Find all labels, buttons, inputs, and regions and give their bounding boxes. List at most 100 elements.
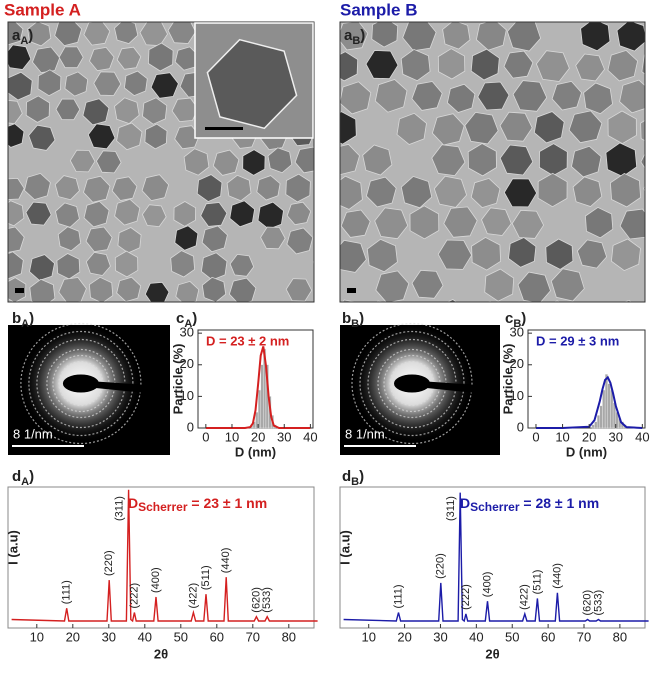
x-tick-label: 30 [433, 629, 447, 644]
peak-label: (222) [460, 584, 472, 610]
particle [409, 205, 440, 240]
x-tick-label: 30 [277, 429, 291, 444]
annotation: DScherrer = 23 ± 1 nm [128, 495, 267, 514]
particle [212, 149, 240, 176]
panel-sub: B [351, 476, 359, 488]
x-tick-label: 40 [138, 629, 152, 644]
particle [228, 277, 257, 302]
particle [167, 22, 197, 44]
particle [646, 302, 650, 330]
particles [340, 22, 650, 330]
particle [55, 202, 80, 228]
particle [201, 276, 227, 302]
peak-label: (222) [128, 583, 140, 609]
particle [95, 150, 122, 174]
particle [311, 106, 314, 115]
xrd-line [343, 492, 649, 623]
particle [285, 278, 313, 302]
y-tick-label: 30 [180, 325, 194, 340]
particle [116, 122, 143, 151]
particle [141, 204, 167, 228]
frame [339, 21, 646, 303]
particle [29, 278, 56, 302]
peak-label: (111) [61, 580, 73, 604]
particle [340, 239, 367, 273]
particle [8, 123, 25, 148]
peak-label: (440) [551, 563, 563, 589]
particle [57, 226, 82, 252]
peak-label: (400) [481, 572, 493, 598]
particle [512, 80, 548, 112]
panel-close: ) [521, 310, 526, 327]
x-tick-label: 70 [577, 629, 591, 644]
peak-label: (422) [519, 584, 531, 610]
particle [607, 110, 637, 145]
panel-label: dB) [342, 468, 364, 488]
particle [54, 175, 80, 201]
x-tick-label: 20 [66, 629, 80, 644]
particle [312, 260, 314, 266]
particle [340, 143, 360, 176]
particle [83, 175, 111, 203]
y-axis-label: I (a.u) [337, 530, 352, 565]
particle [580, 22, 611, 52]
peak-label: (111) [392, 584, 404, 608]
ring [20, 322, 142, 445]
particle [83, 22, 111, 46]
x-axis-label: 2θ [485, 646, 499, 661]
annotation: DScherrer = 28 ± 1 nm [460, 495, 599, 514]
inset-particle [206, 38, 298, 130]
particle [446, 83, 476, 113]
particle [173, 201, 197, 227]
x-tick-label: 50 [174, 629, 188, 644]
peak-label: (620) [250, 587, 262, 613]
x-tick-label: 30 [102, 629, 116, 644]
peak-label: (422) [187, 583, 199, 609]
particle [575, 53, 605, 82]
annotation-rest: = 28 ± 1 nm [520, 495, 600, 511]
panel-sub: A [21, 318, 29, 330]
particle [8, 226, 25, 253]
particle [200, 202, 228, 227]
sample-title: Sample B [340, 0, 417, 19]
particle [183, 148, 210, 176]
x-tick-label: 40 [635, 429, 649, 444]
particle [58, 46, 84, 69]
panel-label: cB) [505, 310, 526, 330]
beam-stop-arm [412, 380, 500, 396]
hist-bar [591, 424, 595, 429]
particle [340, 111, 357, 145]
plot-frame [527, 329, 646, 429]
particle [340, 209, 371, 238]
peak-label: (620) [581, 590, 593, 616]
particle [175, 280, 200, 302]
particle [437, 48, 466, 80]
particle [24, 172, 51, 201]
sample-title: Sample A [4, 0, 81, 19]
particle [83, 200, 110, 228]
y-axis-label: Particle (%) [170, 344, 185, 415]
panel-close: ) [192, 310, 197, 327]
particle [8, 200, 25, 227]
particle [568, 110, 603, 144]
particle [400, 48, 431, 82]
scale-bar [347, 288, 356, 293]
particle [607, 49, 639, 82]
particle [141, 174, 170, 202]
particle [641, 54, 645, 75]
panel-letter: a [12, 27, 21, 44]
particle [340, 51, 359, 82]
x-tick-label: 80 [282, 629, 296, 644]
particle [201, 225, 228, 253]
particle [316, 202, 340, 228]
particle [242, 149, 266, 176]
particle [374, 207, 409, 240]
particle [411, 81, 443, 111]
particle [477, 81, 510, 111]
particle [537, 172, 568, 208]
particle [123, 70, 148, 97]
scale-bar [15, 288, 24, 293]
particle [499, 111, 533, 142]
particle [551, 80, 582, 111]
